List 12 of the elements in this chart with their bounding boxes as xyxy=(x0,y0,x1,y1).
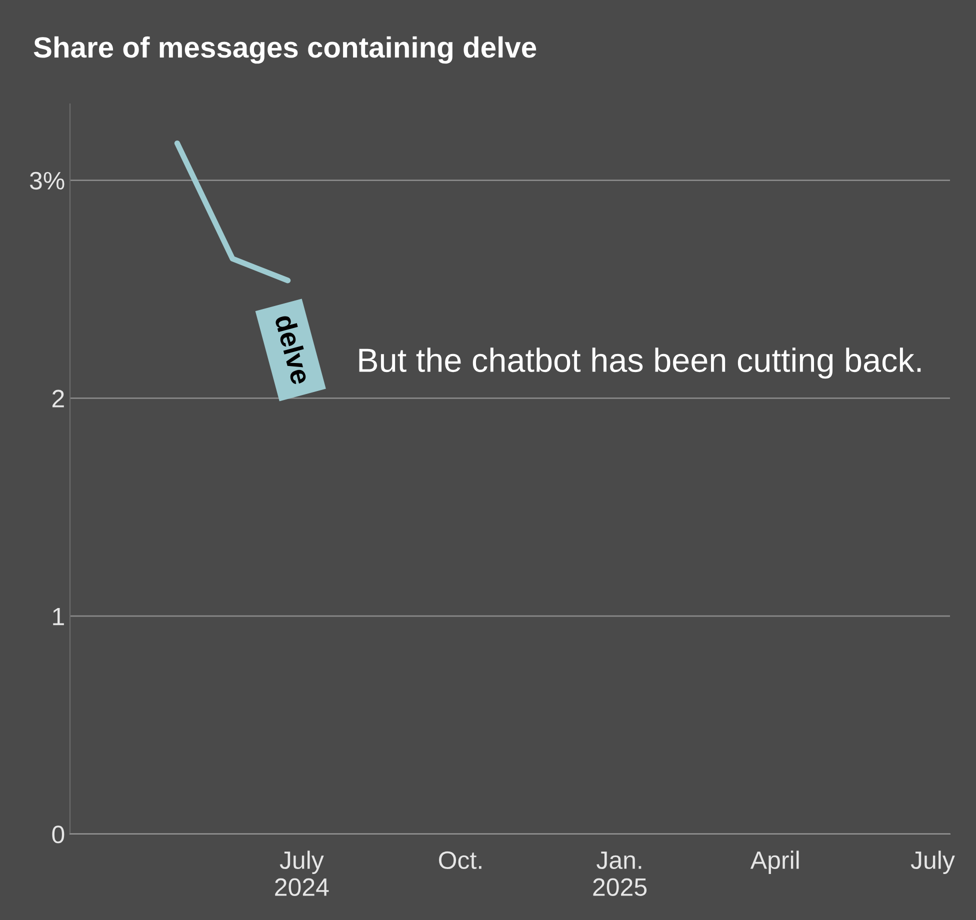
y-tick-label: 0 xyxy=(52,826,64,844)
x-tick-label: April xyxy=(750,850,799,874)
x-tick-label: Jan. 2025 xyxy=(593,852,647,896)
chart-title: Share of messages containing delve xyxy=(34,36,536,64)
x-tick-label: July xyxy=(910,850,955,874)
x-tick-label: July 2024 xyxy=(275,850,329,896)
annotation: But the chatbot has been cutting back. xyxy=(359,348,921,379)
text: delve xyxy=(274,313,312,386)
x-tick-label: Oct. xyxy=(438,851,482,870)
y-tick-label: 3% xyxy=(30,172,64,190)
y-tick-label: 2 xyxy=(52,390,64,408)
y-tick-label: 1 xyxy=(53,608,64,626)
